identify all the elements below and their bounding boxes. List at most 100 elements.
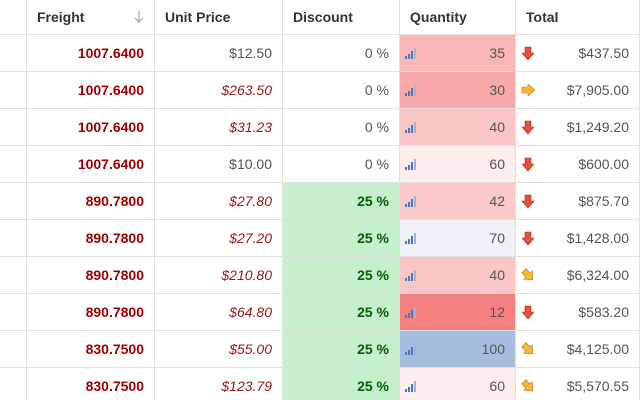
discount-cell: 25 %	[283, 368, 400, 400]
quantity-icon	[405, 233, 416, 244]
row-cell	[0, 220, 27, 257]
discount-cell-text: 25 %	[357, 378, 389, 394]
freight-cell-text: 1007.6400	[77, 156, 144, 172]
column-header[interactable]: Freight	[27, 0, 155, 35]
unit-price-cell: $55.00	[155, 331, 283, 368]
freight-cell: 1007.6400	[27, 72, 155, 109]
row-cell	[0, 257, 27, 294]
row-cell	[0, 146, 27, 183]
quantity-cell-text: 60	[489, 156, 505, 172]
unit-price-cell: $210.80	[155, 257, 283, 294]
total-cell-text: $437.50	[578, 45, 629, 61]
row-cell	[0, 35, 27, 72]
total-cell-text: $1,428.00	[566, 230, 629, 246]
discount-cell: 0 %	[283, 72, 400, 109]
unit-price-cell-text: $55.00	[229, 341, 272, 357]
trend-icon	[521, 194, 535, 209]
column-header[interactable]: Quantity	[400, 0, 516, 35]
freight-cell: 1007.6400	[27, 35, 155, 72]
freight-cell: 890.7800	[27, 183, 155, 220]
trend-icon	[521, 231, 535, 246]
column-header[interactable]: Total	[516, 0, 640, 35]
row-cell	[0, 109, 27, 146]
quantity-cell-text: 42	[489, 193, 505, 209]
trend-icon	[521, 268, 534, 281]
discount-cell-text: 0 %	[364, 156, 389, 172]
row-cell	[0, 72, 27, 109]
total-cell: $875.70	[516, 183, 640, 220]
unit-price-cell-text: $210.80	[221, 267, 272, 283]
discount-cell-text: 25 %	[357, 193, 389, 209]
quantity-icon	[405, 159, 416, 170]
quantity-cell-text: 30	[489, 82, 505, 98]
row-cell	[0, 368, 27, 400]
total-cell: $437.50	[516, 35, 640, 72]
freight-cell: 830.7500	[27, 331, 155, 368]
quantity-icon	[405, 270, 416, 281]
freight-cell: 890.7800	[27, 220, 155, 257]
freight-cell: 1007.6400	[27, 146, 155, 183]
freight-cell-text: 1007.6400	[77, 119, 144, 135]
quantity-icon	[405, 48, 416, 59]
unit-price-cell-text: $27.20	[229, 230, 272, 246]
quantity-icon	[405, 344, 416, 355]
column-header-text: Unit Price	[165, 9, 231, 25]
row-cell	[0, 294, 27, 331]
total-cell: $7,905.00	[516, 72, 640, 109]
unit-price-cell-text: $27.80	[229, 193, 272, 209]
freight-cell-text: 890.7800	[85, 304, 144, 320]
quantity-cell-text: 100	[481, 341, 505, 357]
row-cell	[0, 183, 27, 220]
discount-cell-text: 0 %	[364, 119, 389, 135]
discount-cell-text: 25 %	[357, 341, 389, 357]
unit-price-cell-text: $12.50	[229, 45, 272, 61]
discount-cell: 25 %	[283, 331, 400, 368]
unit-price-cell: $123.79	[155, 368, 283, 400]
total-cell: $1,428.00	[516, 220, 640, 257]
unit-price-cell: $31.23	[155, 109, 283, 146]
total-cell-text: $875.70	[578, 193, 629, 209]
column-header[interactable]: Unit Price	[155, 0, 283, 35]
quantity-cell-text: 70	[489, 230, 505, 246]
freight-cell: 890.7800	[27, 257, 155, 294]
column-header-text: Quantity	[410, 9, 467, 25]
unit-price-cell: $27.80	[155, 183, 283, 220]
total-cell-text: $600.00	[578, 156, 629, 172]
quantity-cell-text: 40	[489, 267, 505, 283]
column-header[interactable]: Discount	[283, 0, 400, 35]
quantity-cell: 60	[400, 368, 516, 400]
total-cell: $1,249.20	[516, 109, 640, 146]
freight-cell-text: 830.7500	[85, 341, 144, 357]
discount-cell: 0 %	[283, 35, 400, 72]
unit-price-cell-text: $263.50	[221, 82, 272, 98]
freight-cell-text: 890.7800	[85, 193, 144, 209]
discount-cell: 25 %	[283, 220, 400, 257]
discount-cell-text: 25 %	[357, 304, 389, 320]
discount-cell-text: 0 %	[364, 82, 389, 98]
discount-cell-text: 25 %	[357, 267, 389, 283]
total-cell-text: $1,249.20	[566, 119, 629, 135]
discount-cell-text: 0 %	[364, 45, 389, 61]
quantity-cell: 42	[400, 183, 516, 220]
freight-cell-text: 1007.6400	[77, 45, 144, 61]
column-header-text: Total	[526, 9, 559, 25]
trend-icon	[521, 120, 535, 135]
quantity-cell: 40	[400, 109, 516, 146]
total-cell: $4,125.00	[516, 331, 640, 368]
unit-price-cell: $12.50	[155, 35, 283, 72]
quantity-cell: 70	[400, 220, 516, 257]
total-cell: $6,324.00	[516, 257, 640, 294]
quantity-cell: 100	[400, 331, 516, 368]
total-cell-text: $6,324.00	[566, 267, 629, 283]
freight-cell-text: 890.7800	[85, 267, 144, 283]
discount-cell: 25 %	[283, 183, 400, 220]
quantity-cell: 35	[400, 35, 516, 72]
trend-icon	[521, 157, 535, 172]
unit-price-cell-text: $10.00	[229, 156, 272, 172]
quantity-icon	[405, 196, 416, 207]
unit-price-cell: $263.50	[155, 72, 283, 109]
trend-icon	[521, 379, 534, 392]
total-cell-text: $4,125.00	[566, 341, 629, 357]
unit-price-cell-text: $64.80	[229, 304, 272, 320]
total-cell: $583.20	[516, 294, 640, 331]
